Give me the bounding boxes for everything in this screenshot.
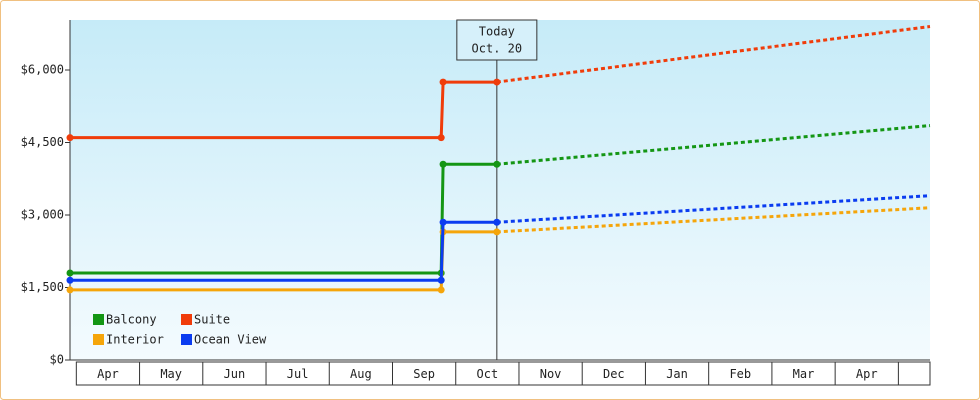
- plot-area: [70, 20, 930, 360]
- y-tick-label: $6,000: [21, 63, 64, 77]
- point: [66, 276, 74, 284]
- x-tick-label: Apr: [856, 367, 878, 381]
- point: [66, 269, 74, 277]
- y-tick-label: $0: [50, 353, 64, 367]
- point: [439, 78, 447, 86]
- point: [437, 286, 445, 294]
- legend-label: Suite: [194, 313, 230, 327]
- today-label: Oct. 20: [472, 42, 523, 56]
- x-tick-label: Apr: [97, 367, 119, 381]
- x-axis-strip: [75, 361, 931, 386]
- y-tick-label: $1,500: [21, 280, 64, 294]
- x-tick-label: Nov: [540, 367, 562, 381]
- projection-line: [496, 206, 931, 234]
- legend-swatch: [181, 314, 192, 325]
- x-tick-label: Jul: [287, 367, 309, 381]
- point: [493, 160, 501, 168]
- point: [66, 134, 74, 142]
- point: [439, 218, 447, 226]
- legend-label: Ocean View: [194, 333, 267, 347]
- today-box: [456, 19, 538, 61]
- x-tick-label: Dec: [603, 367, 625, 381]
- y-tick-label: $3,000: [21, 208, 64, 222]
- point: [493, 78, 501, 86]
- x-tick-label: Jun: [224, 367, 246, 381]
- y-tick-label: $4,500: [21, 135, 64, 149]
- x-tick-label: Jan: [666, 367, 688, 381]
- legend-label: Balcony: [106, 313, 157, 327]
- today-label: Today: [479, 25, 515, 39]
- x-tick-label: Mar: [793, 367, 815, 381]
- x-tick-label: Feb: [729, 367, 751, 381]
- projection-line: [496, 194, 931, 224]
- point: [437, 134, 445, 142]
- projection-line: [496, 25, 931, 84]
- point: [493, 228, 501, 236]
- series-line: [70, 220, 497, 282]
- legend-swatch: [181, 334, 192, 345]
- projection-line: [496, 124, 931, 166]
- series-line: [70, 162, 497, 275]
- point: [66, 286, 74, 294]
- legend-swatch: [93, 334, 104, 345]
- point: [493, 218, 501, 226]
- x-tick-label: Aug: [350, 367, 372, 381]
- series-line: [70, 80, 497, 140]
- legend-label: Interior: [106, 333, 164, 347]
- point: [439, 160, 447, 168]
- x-tick-label: Oct: [477, 367, 499, 381]
- x-tick-label: May: [160, 367, 182, 381]
- legend-swatch: [93, 314, 104, 325]
- x-tick-label: Sep: [413, 367, 435, 381]
- point: [437, 276, 445, 284]
